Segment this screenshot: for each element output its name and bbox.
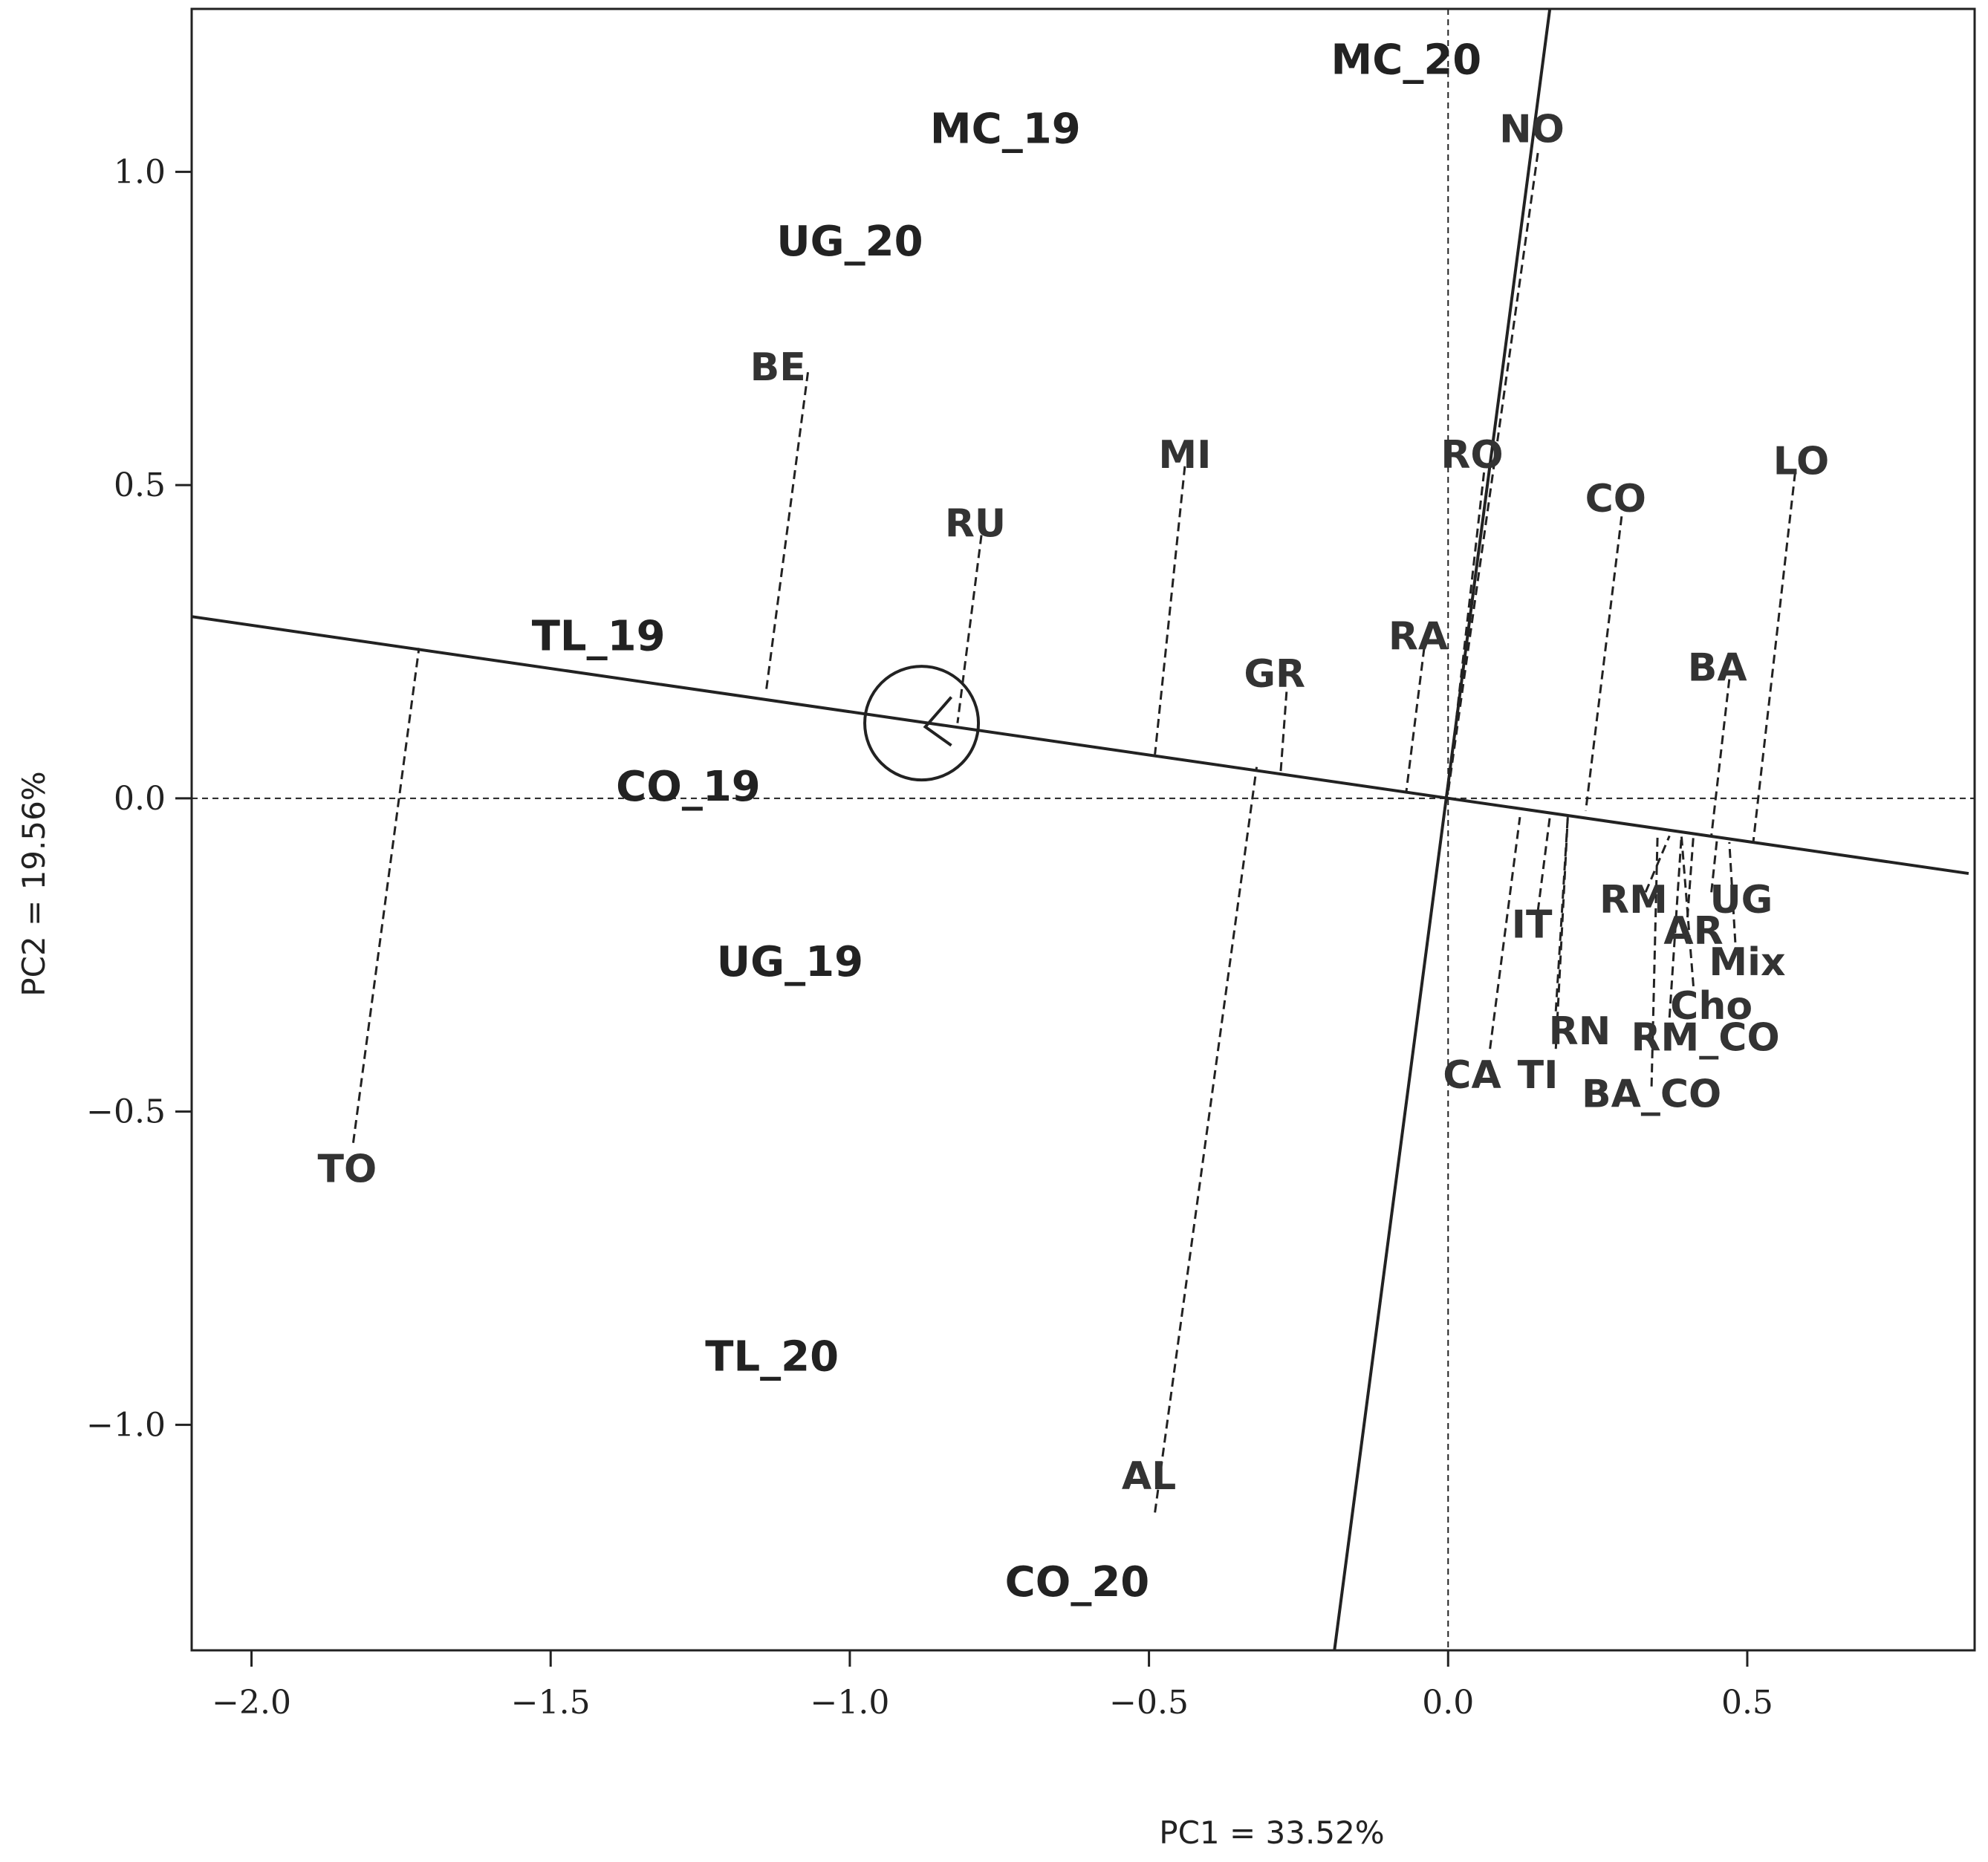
y-axis-title: PC2 = 19.56% [16,771,52,996]
genotype-label-mix: Mix [1709,940,1785,985]
genotype-label-co: CO [1585,477,1646,521]
projection-line-gr [1279,691,1288,774]
aec-axes [191,8,1969,1651]
projection-line-ba [1710,679,1731,836]
genotype-label-ba_co: BA_CO [1582,1072,1721,1116]
x-tick-label: 0.5 [1721,1684,1773,1722]
x-tick-label: −0.5 [1109,1684,1189,1722]
environment-label-co_19: CO_19 [616,763,761,811]
average-environment-marker [863,665,981,782]
genotype-label-to: TO [318,1147,377,1191]
genotype-label-gr: GR [1244,652,1305,697]
projection-lines [351,152,1796,1513]
projection-line-ra [1405,648,1426,792]
environment-label-ug_20: UG_20 [776,218,923,266]
projection-line-ar [1686,836,1695,918]
average-environment-circle [863,665,981,782]
genotype-label-cho: Cho [1670,984,1753,1029]
projection-line-rm [1644,835,1671,893]
genotype-label-mi: MI [1158,433,1211,478]
projection-line-no [1446,152,1539,792]
genotype-label-lo: LO [1773,439,1830,484]
environment-label-tl_19: TL_19 [532,613,666,661]
genotype-label-rm: RM [1599,878,1668,922]
genotype-label-rn: RN [1549,1009,1611,1054]
projection-line-co [1585,516,1623,811]
genotype-label-ru: RU [945,502,1006,547]
environment-label-mc_19: MC_19 [930,105,1081,153]
projection-line-ru [956,535,983,723]
x-tick-label: −1.0 [810,1684,889,1722]
projection-line-ro [1446,472,1486,792]
environment-label-co_20: CO_20 [1005,1558,1150,1607]
x-tick-label: −2.0 [212,1684,291,1722]
projection-line-rm_co [1668,836,1683,1018]
aec-ordinate-line [1333,8,1552,1651]
genotype-label-rm_co: RM_CO [1631,1015,1780,1060]
genotype-label-ar: AR [1663,909,1723,954]
environment-label-tl_20: TL_20 [705,1333,839,1381]
genotype-label-ug: UG [1709,878,1773,922]
genotype-label-ra: RA [1388,615,1448,660]
y-axis-ticks: −1.0 −0.5 0.0 0.5 1.0 [86,153,192,1444]
genotype-label-ti: TI [1518,1053,1559,1098]
environment-label-mc_20: MC_20 [1331,36,1482,84]
projection-line-be [764,372,810,692]
genotype-label-ro: RO [1440,433,1503,478]
projection-line-to [351,648,420,1143]
genotype-label-al: AL [1122,1454,1176,1499]
genotype-label-ca: CA [1443,1053,1501,1098]
average-environment-arrow [923,696,953,747]
x-tick-label: −1.5 [511,1684,591,1722]
plot-frame [190,7,1976,1652]
reference-lines [192,9,1975,1650]
projection-line-al [1154,766,1258,1513]
y-tick-label: 0.0 [114,780,166,818]
projection-line-mi [1154,466,1186,755]
projection-line-cho [1680,836,1695,986]
genotype-label-it: IT [1512,903,1553,948]
y-tick-label: 1.0 [114,153,166,191]
x-axis-title: PC1 = 33.52% [1159,1814,1384,1851]
x-tick-label: 0.0 [1422,1684,1474,1722]
projection-line-it [1536,816,1551,911]
environment-labels: MC_20 MC_19 UG_20 TL_19 CO_19 UG_19 TL_20 CO_20 [532,36,1482,1607]
projection-line-ti [1554,817,1569,1049]
genotype-label-ba: BA [1688,646,1747,691]
aec-abscissa-line [191,615,1969,876]
projection-line-ug [1710,836,1719,893]
y-tick-label: −0.5 [86,1093,166,1131]
x-axis-ticks: −2.0 −1.5 −1.0 −0.5 0.0 0.5 [212,1650,1773,1722]
projection-line-ca [1489,816,1521,1049]
genotype-label-no: NO [1499,107,1565,152]
projection-line-mix [1728,842,1737,943]
environment-label-ug_19: UG_19 [717,938,863,986]
genotype-label-be: BE [750,345,806,390]
projection-line-lo [1752,472,1796,843]
y-tick-label: 0.5 [114,466,166,504]
y-tick-label: −1.0 [86,1406,166,1444]
